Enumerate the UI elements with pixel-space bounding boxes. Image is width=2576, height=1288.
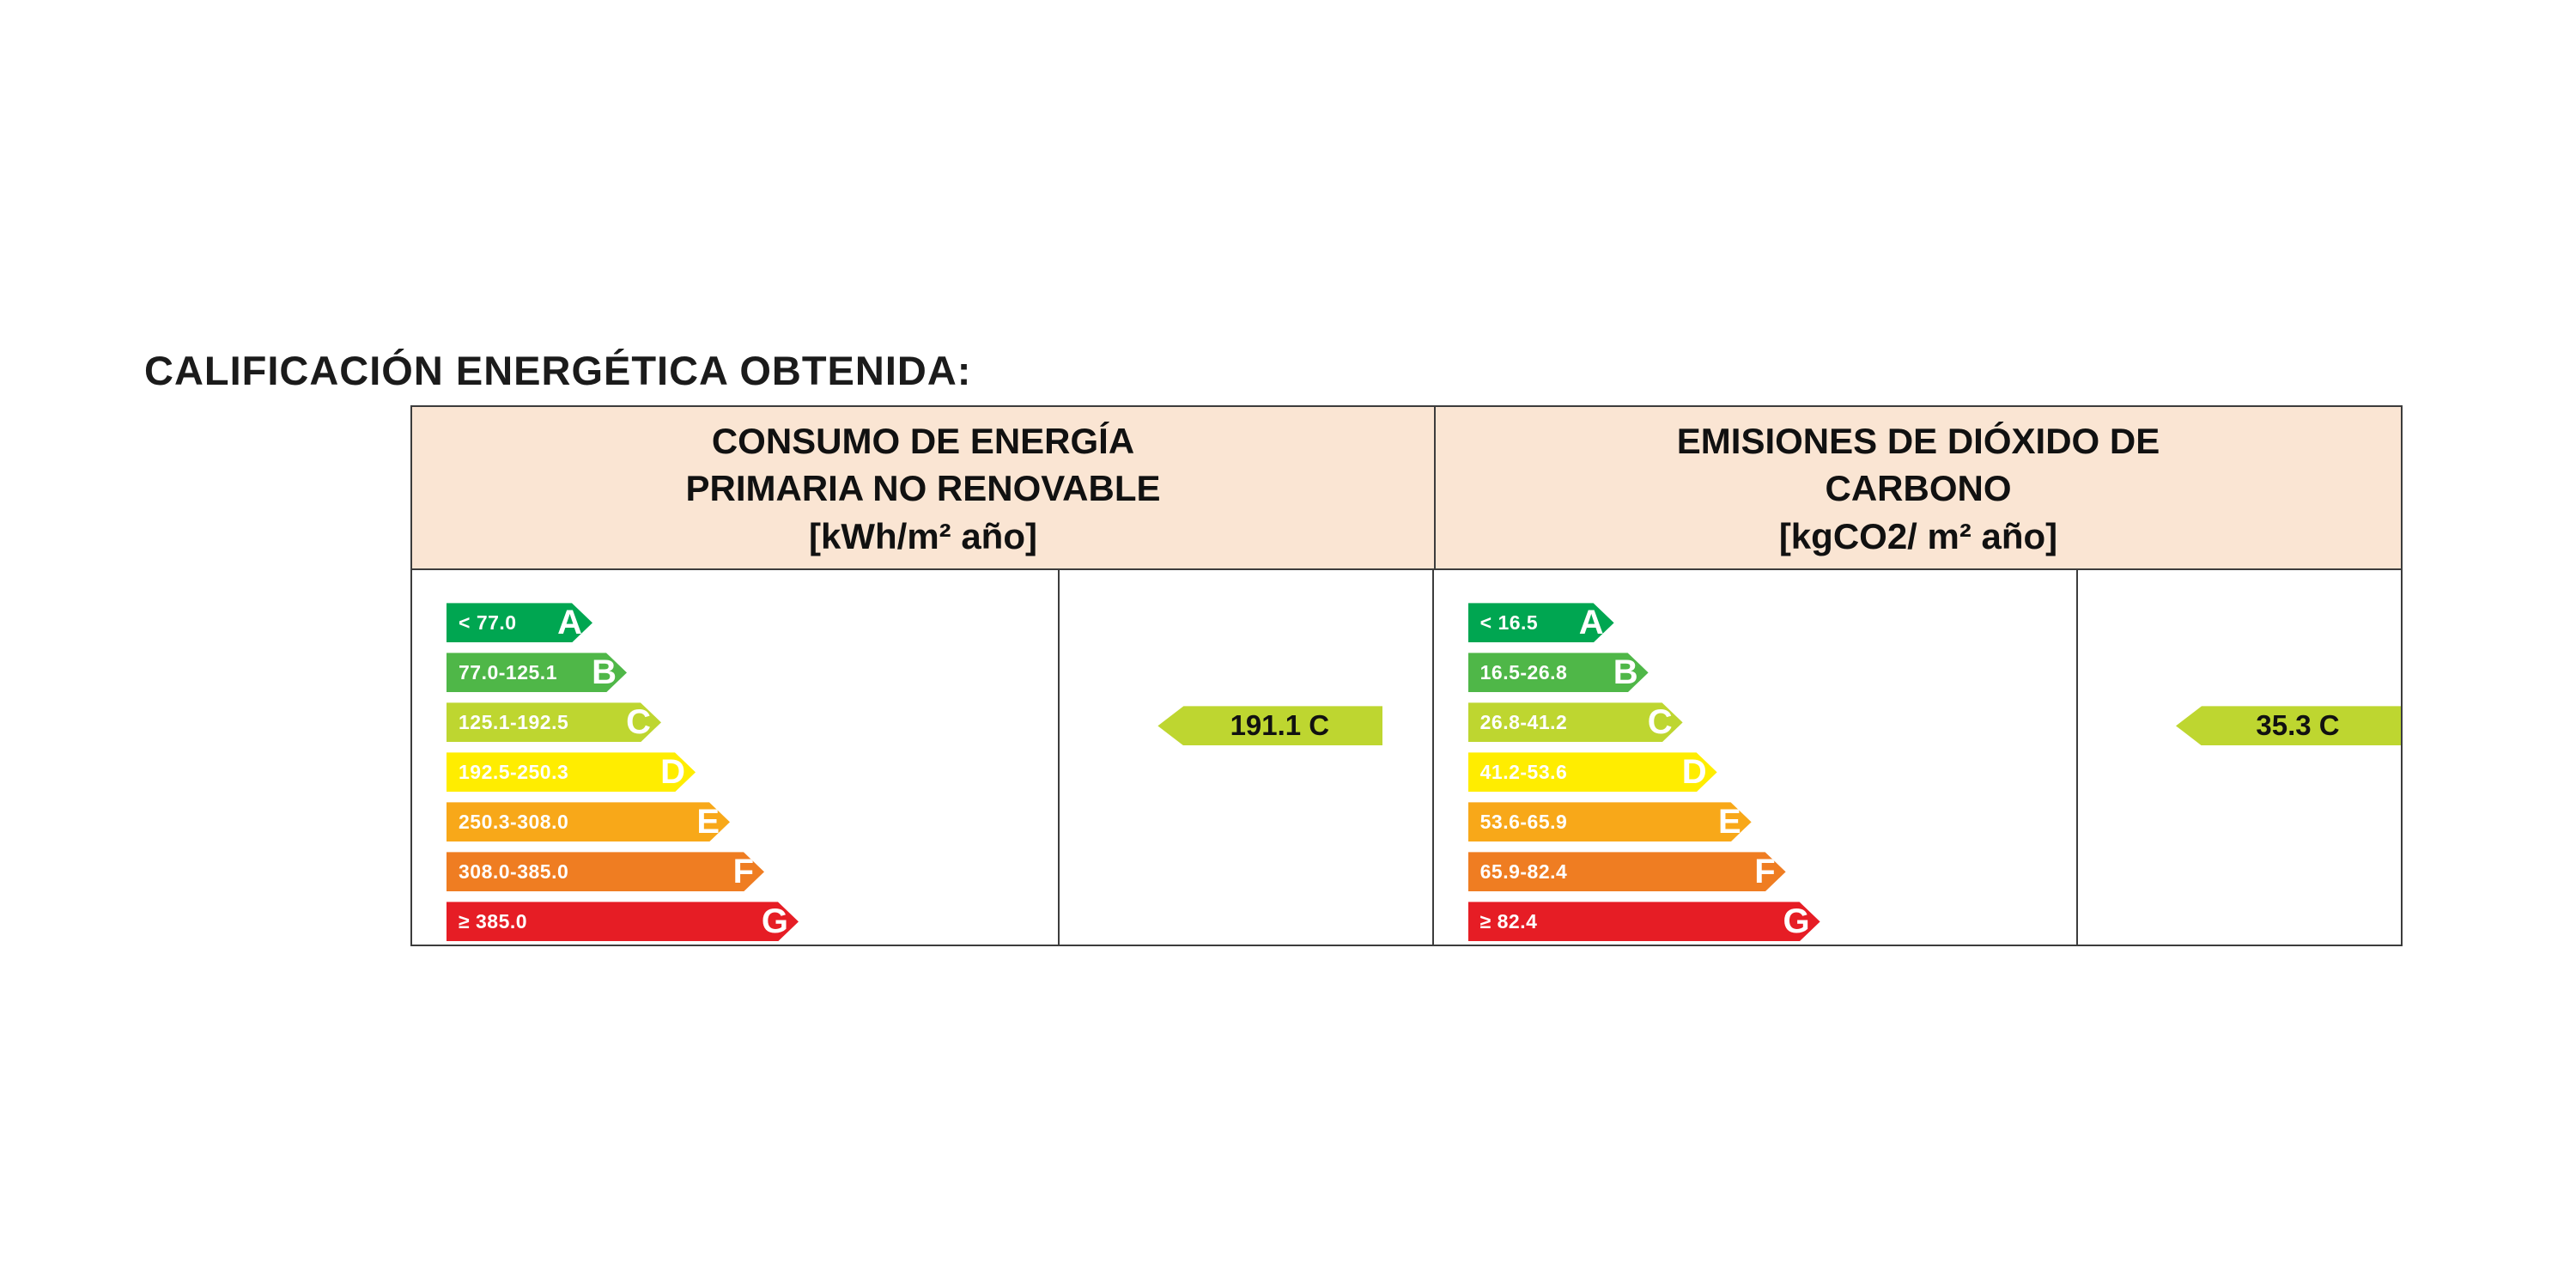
energy-band-c-panel-1: 26.8-41.2 C — [1468, 702, 1683, 742]
band-letter: E — [1717, 803, 1741, 841]
header-line: CARBONO — [1825, 468, 2012, 509]
band-letter: G — [1783, 902, 1810, 941]
energy-band-e-panel-0: 250.3-308.0 E — [447, 802, 730, 841]
table-body-row: < 77.0 A 77.0-125.1 B 125.1-192.5 C 192.5-250.… — [412, 568, 2401, 945]
scale-cell-0: < 77.0 A 77.0-125.1 B 125.1-192.5 C 192.5-250.… — [412, 570, 1060, 945]
header-line: [kWh/m² año] — [809, 515, 1037, 556]
value-arrow-1: 35.3 C — [2176, 706, 2401, 746]
band-range-label: 308.0-385.0 — [459, 860, 569, 883]
energy-band-b-panel-1: 16.5-26.8 B — [1468, 653, 1649, 692]
header-cell-emisiones: EMISIONES DE DIÓXIDO DE CARBONO [kgCO2/ … — [1436, 407, 2401, 568]
band-letter: C — [626, 703, 651, 742]
page-title: CALIFICACIÓN ENERGÉTICA OBTENIDA: — [144, 348, 972, 393]
band-range-label: 41.2-53.6 — [1479, 760, 1568, 783]
band-range-label: ≥ 385.0 — [459, 909, 528, 933]
energy-band-c-panel-0: 125.1-192.5 C — [447, 702, 661, 742]
rating-table: CONSUMO DE ENERGÍA PRIMARIA NO RENOVABLE… — [410, 405, 2403, 947]
energy-band-d-panel-1: 41.2-53.6 D — [1468, 752, 1717, 792]
header-line: [kgCO2/ m² año] — [1778, 515, 2058, 556]
energy-band-a-panel-1: < 16.5 A — [1468, 603, 1614, 642]
energy-band-f-panel-1: 65.9-82.4 F — [1468, 852, 1786, 891]
scale-cell-1: < 16.5 A 16.5-26.8 B 26.8-41.2 C 41.2-53.6 D 53.… — [1434, 570, 2078, 945]
value-arrow-0: 191.1 C — [1157, 706, 1383, 746]
band-letter: A — [557, 604, 582, 642]
value-label-emisiones: 35.3 C — [2256, 709, 2340, 742]
band-letter: G — [761, 902, 788, 941]
band-letter: B — [1613, 653, 1638, 692]
band-range-label: 192.5-250.3 — [459, 760, 569, 783]
value-cell-1: 35.3 C — [2078, 570, 2401, 945]
band-letter: A — [1578, 604, 1604, 642]
energy-band-e-panel-1: 53.6-65.9 E — [1468, 802, 1752, 841]
band-range-label: 65.9-82.4 — [1479, 860, 1568, 883]
band-letter: C — [1647, 703, 1673, 742]
band-range-label: 26.8-41.2 — [1479, 710, 1568, 733]
header-line: EMISIONES DE DIÓXIDO DE — [1676, 421, 2160, 461]
value-cell-0: 191.1 C — [1060, 570, 1434, 945]
band-range-label: 250.3-308.0 — [459, 810, 569, 833]
band-letter: B — [592, 653, 617, 692]
band-range-label: 53.6-65.9 — [1479, 810, 1568, 833]
band-range-label: 77.0-125.1 — [459, 660, 557, 683]
band-range-label: 125.1-192.5 — [459, 710, 569, 733]
value-label-consumo: 191.1 C — [1230, 709, 1330, 742]
band-range-label: 16.5-26.8 — [1479, 660, 1568, 683]
energy-band-f-panel-0: 308.0-385.0 F — [447, 852, 764, 891]
header-line: CONSUMO DE ENERGÍA — [711, 421, 1135, 461]
table-header-row: CONSUMO DE ENERGÍA PRIMARIA NO RENOVABLE… — [412, 407, 2401, 569]
band-letter: F — [732, 853, 754, 891]
band-letter: D — [660, 753, 685, 792]
header-line: PRIMARIA NO RENOVABLE — [685, 468, 1161, 509]
band-letter: D — [1681, 753, 1707, 792]
energy-band-b-panel-0: 77.0-125.1 B — [447, 653, 627, 692]
band-range-label: < 16.5 — [1479, 611, 1539, 634]
band-letter: F — [1754, 853, 1776, 891]
header-cell-consumo: CONSUMO DE ENERGÍA PRIMARIA NO RENOVABLE… — [412, 407, 1436, 569]
band-range-label: < 77.0 — [459, 611, 517, 634]
band-range-label: ≥ 82.4 — [1479, 909, 1538, 933]
energy-band-g-panel-0: ≥ 385.0 G — [447, 902, 799, 941]
energy-band-a-panel-0: < 77.0 A — [447, 603, 592, 642]
energy-band-g-panel-1: ≥ 82.4 G — [1468, 902, 1820, 941]
band-letter: E — [696, 803, 720, 841]
energy-band-d-panel-0: 192.5-250.3 D — [447, 752, 696, 792]
